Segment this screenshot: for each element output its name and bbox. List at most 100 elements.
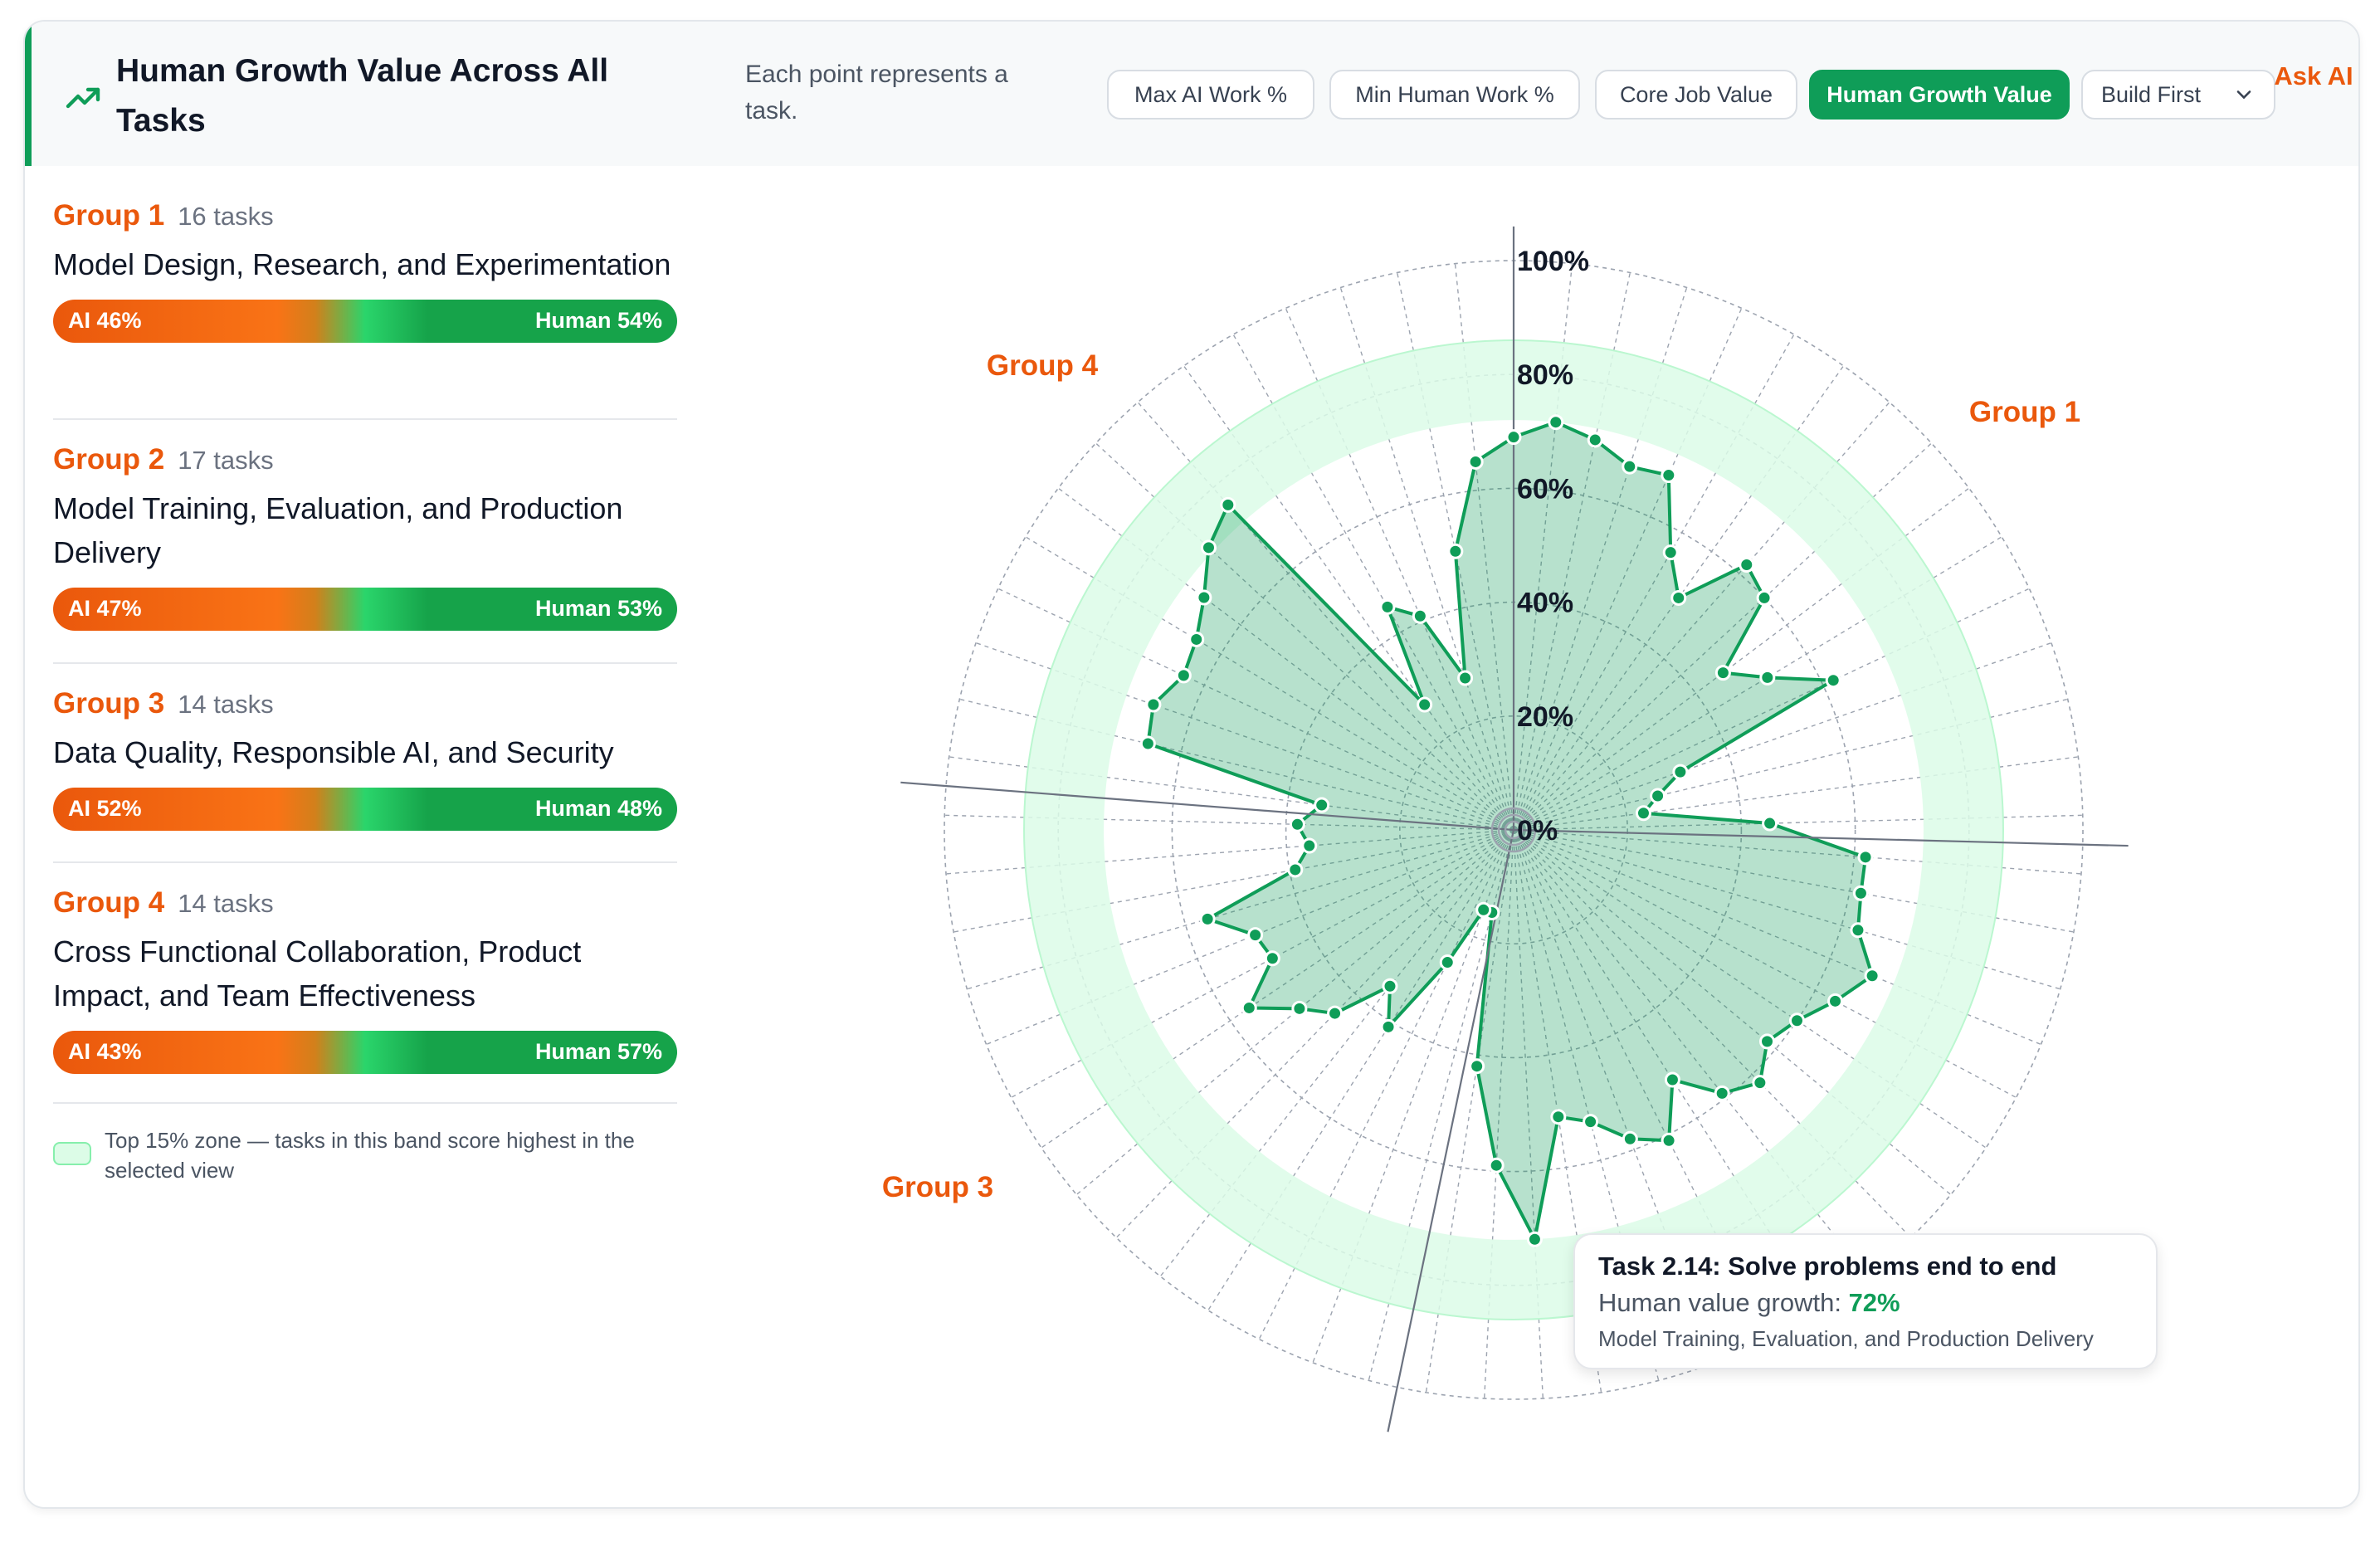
data-point	[1488, 1157, 1505, 1174]
tab-min-human-work[interactable]: Min Human Work %	[1329, 70, 1580, 120]
divider	[53, 418, 677, 420]
top-zone-legend: Top 15% zone — tasks in this band score …	[105, 1128, 635, 1183]
data-point	[1852, 885, 1869, 901]
data-point	[1287, 861, 1304, 878]
data-point	[1788, 1013, 1805, 1029]
data-point	[1661, 1132, 1677, 1149]
data-point	[1762, 815, 1778, 832]
series-area	[1146, 420, 1875, 1242]
sort-select[interactable]: Build First	[2081, 70, 2275, 120]
human-share: Human 53%	[534, 596, 662, 621]
group-label: Group 3	[53, 687, 165, 720]
center-ring	[1504, 820, 1524, 840]
data-point	[1526, 1231, 1543, 1247]
center-ring	[1490, 807, 1537, 853]
data-point	[1827, 993, 1844, 1009]
divider	[53, 662, 677, 664]
ai-human-split-bar: AI 52% Human 48%	[53, 788, 677, 831]
axis-tick-label: 80%	[1517, 359, 1573, 391]
data-point	[1188, 631, 1205, 647]
group-label: Group 1	[53, 199, 165, 232]
ai-share: AI 46%	[68, 308, 142, 333]
data-point	[1739, 557, 1755, 573]
data-point	[1662, 544, 1679, 561]
data-point	[1417, 696, 1433, 713]
group-task-count: 14 tasks	[178, 889, 274, 918]
data-point	[1379, 598, 1396, 615]
axis-tick-label: 60%	[1517, 473, 1573, 505]
data-point	[1505, 429, 1522, 446]
ask-ai-button[interactable]: Ask AI	[2274, 61, 2353, 90]
group-card-2[interactable]: Group 2 17 tasks Model Training, Evaluati…	[53, 443, 677, 631]
task-tooltip: Task 2.14: Solve problems end to end Hum…	[1573, 1233, 2158, 1369]
group-label: Group 2	[53, 443, 165, 476]
ai-human-split-bar: AI 43% Human 57%	[53, 1031, 677, 1074]
human-share: Human 54%	[534, 308, 662, 333]
group-task-count: 17 tasks	[178, 446, 274, 475]
ai-share: AI 52%	[68, 796, 142, 821]
ai-human-split-bar: AI 46% Human 54%	[53, 300, 677, 343]
data-point	[1864, 968, 1880, 984]
data-point	[1752, 1075, 1768, 1091]
data-point	[1439, 954, 1456, 971]
chart-group-label: Group 4	[987, 349, 1099, 382]
group-task-count: 14 tasks	[178, 690, 274, 719]
data-point	[1200, 539, 1217, 556]
ai-human-split-bar: AI 47% Human 53%	[53, 588, 677, 631]
data-point	[1664, 1071, 1680, 1088]
data-point	[1587, 432, 1603, 448]
group-name: Cross Functional Collaboration, Product …	[53, 934, 582, 1013]
data-point	[1475, 901, 1492, 918]
data-point	[1635, 805, 1651, 822]
tab-core-job-value[interactable]: Core Job Value	[1595, 70, 1797, 120]
data-point	[1264, 950, 1280, 967]
data-point	[1759, 1033, 1776, 1050]
data-point	[1220, 496, 1236, 513]
group-separator-axis	[1387, 829, 1515, 1432]
divider	[53, 1102, 677, 1104]
header-bar: Human Growth Value Across All Tasks Each…	[25, 22, 2358, 166]
ai-share: AI 43%	[68, 1039, 142, 1064]
data-point	[1175, 667, 1192, 684]
group-card-1[interactable]: Group 1 16 tasks Model Design, Research, …	[53, 199, 677, 343]
tab-human-growth-value[interactable]: Human Growth Value	[1809, 70, 2070, 120]
data-point	[1380, 1018, 1397, 1035]
tooltip-metric: Human value growth: 72%	[1598, 1288, 1900, 1318]
tab-max-ai-work[interactable]: Max AI Work %	[1107, 70, 1314, 120]
group-separator-axis	[1513, 828, 2129, 847]
axis-tick-label: 20%	[1517, 701, 1573, 733]
data-point	[1241, 999, 1257, 1016]
group-separator-axis	[900, 781, 1514, 832]
divider	[53, 861, 677, 863]
sort-select-value: Build First	[2101, 81, 2202, 107]
data-point	[1291, 1000, 1308, 1017]
data-point	[1139, 735, 1156, 752]
data-point	[1661, 467, 1677, 484]
data-point	[1447, 543, 1464, 559]
data-point	[1289, 816, 1305, 832]
grid-ring	[1399, 715, 1629, 944]
data-point	[1670, 589, 1687, 606]
tooltip-metric-label: Human value growth:	[1598, 1288, 1841, 1317]
data-point	[1314, 797, 1330, 813]
group-task-count: 16 tasks	[178, 202, 274, 231]
grid-ring	[1171, 487, 1856, 1173]
tooltip-title: Task 2.14: Solve problems end to end	[1598, 1252, 2057, 1281]
data-point	[1672, 764, 1689, 780]
data-point	[1196, 589, 1212, 606]
data-point	[1583, 1114, 1599, 1130]
data-point	[1382, 978, 1398, 994]
page-title: Human Growth Value Across All Tasks	[116, 53, 609, 139]
data-point	[1759, 669, 1776, 686]
page-subtitle: Each point represents a task.	[745, 61, 1008, 124]
human-share: Human 57%	[534, 1039, 662, 1064]
group-card-4[interactable]: Group 4 14 tasks Cross Functional Collabo…	[53, 886, 677, 1074]
data-point	[1850, 922, 1866, 939]
ai-share: AI 47%	[68, 596, 142, 621]
group-name: Model Design, Research, and Experimentat…	[53, 247, 671, 281]
data-point	[1622, 458, 1638, 475]
data-point	[1650, 788, 1666, 804]
group-card-3[interactable]: Group 3 14 tasks Data Quality, Responsibl…	[53, 687, 677, 831]
data-point	[1548, 414, 1564, 431]
